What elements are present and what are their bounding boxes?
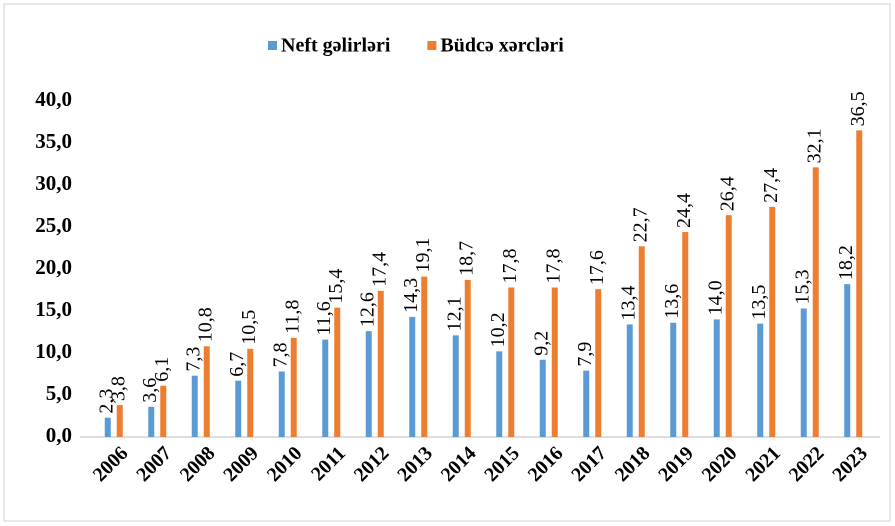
bar <box>583 370 590 437</box>
bar <box>626 324 633 437</box>
data-label: 26,4 <box>716 176 738 211</box>
bar <box>322 339 329 437</box>
y-tick-label: 35,0 <box>35 129 72 153</box>
legend-swatch <box>268 41 277 50</box>
bar <box>725 215 732 437</box>
data-label: 12,1 <box>443 296 465 331</box>
legend-label: Büdcə xərcləri <box>440 35 564 57</box>
bar <box>203 346 210 437</box>
data-label: 17,8 <box>499 248 521 283</box>
bar <box>551 287 558 437</box>
bar <box>638 246 645 437</box>
data-label: 10,8 <box>194 307 216 342</box>
data-label: 13,6 <box>661 284 683 319</box>
data-label: 2,3 <box>95 389 117 414</box>
bar <box>365 331 372 437</box>
bar <box>160 385 167 437</box>
data-label: 10,5 <box>238 310 260 345</box>
y-tick-label: 15,0 <box>35 297 72 321</box>
bar <box>278 371 285 437</box>
bar <box>856 130 863 437</box>
data-label: 3,6 <box>139 378 161 403</box>
bar <box>452 335 459 437</box>
data-label: 24,4 <box>673 193 695 228</box>
y-tick-label: 40,0 <box>35 87 72 111</box>
data-label: 12,6 <box>356 292 378 327</box>
data-label: 11,6 <box>313 301 335 335</box>
bar <box>334 307 341 437</box>
bar <box>191 375 198 437</box>
data-label: 13,5 <box>748 285 770 320</box>
y-tick-label: 30,0 <box>35 171 72 195</box>
data-label: 9,2 <box>530 331 552 356</box>
bar <box>116 405 123 437</box>
bar <box>464 279 471 437</box>
data-label: 17,6 <box>586 250 608 285</box>
data-label: 7,3 <box>182 347 204 372</box>
bar <box>844 284 851 437</box>
data-label: 22,7 <box>629 207 651 242</box>
data-label: 7,9 <box>574 342 596 367</box>
data-label: 36,5 <box>847 91 869 126</box>
data-label: 32,1 <box>803 128 825 163</box>
y-tick-label: 0,0 <box>46 423 72 447</box>
data-label: 15,4 <box>325 269 347 304</box>
data-label: 10,2 <box>487 312 509 347</box>
data-label: 18,7 <box>455 241 477 276</box>
bar <box>757 323 764 437</box>
bar <box>800 308 807 437</box>
data-label: 27,4 <box>760 168 782 203</box>
bar <box>539 359 546 437</box>
bar <box>682 232 689 437</box>
bar <box>812 167 819 438</box>
data-label: 6,1 <box>151 357 173 382</box>
data-label: 6,7 <box>226 352 248 377</box>
data-label: 3,8 <box>107 376 129 401</box>
bar <box>290 337 297 437</box>
data-label: 18,2 <box>835 245 857 280</box>
y-tick-label: 25,0 <box>35 213 72 237</box>
data-label: 17,8 <box>542 248 564 283</box>
y-tick-label: 5,0 <box>46 381 72 405</box>
legend-swatch <box>427 41 437 50</box>
bar <box>235 380 242 437</box>
bar <box>409 316 416 437</box>
y-tick-label: 10,0 <box>35 339 72 363</box>
bar <box>247 348 254 437</box>
bar <box>595 289 602 437</box>
data-label: 14,3 <box>400 278 422 313</box>
data-label: 7,8 <box>269 342 291 367</box>
data-label: 11,8 <box>281 300 303 334</box>
bar <box>148 406 155 437</box>
bar <box>377 290 384 437</box>
bar <box>421 276 428 437</box>
data-label: 19,1 <box>412 238 434 273</box>
chart-border <box>3 3 891 522</box>
bar <box>670 322 677 437</box>
bar <box>508 287 515 437</box>
data-label: 13,4 <box>617 285 639 320</box>
data-label: 17,4 <box>368 252 390 287</box>
data-label: 15,3 <box>791 269 813 304</box>
bar <box>496 351 503 437</box>
data-label: 14,0 <box>704 280 726 315</box>
bar <box>104 417 111 437</box>
bar <box>769 206 776 437</box>
bar <box>713 319 720 437</box>
legend-label: Neft gəlirləri <box>281 35 391 57</box>
y-tick-label: 20,0 <box>35 255 72 279</box>
